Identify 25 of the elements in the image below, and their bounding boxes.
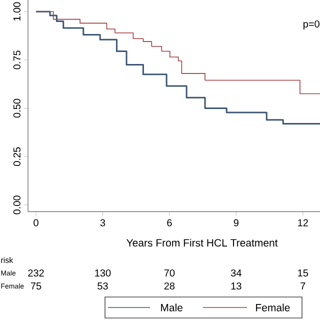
text: 28 [164, 282, 175, 290]
text: 53 [98, 282, 108, 290]
y-tick-label: 0.00 [13, 196, 20, 214]
x-tick-label: 3 [100, 219, 106, 226]
text: 15 [298, 270, 308, 276]
legend-label: Female [256, 304, 290, 312]
x-axis-title: Years From First HCL Treatment [126, 238, 278, 247]
x-tick-label: 9 [234, 219, 238, 226]
text: 75 [30, 282, 42, 290]
y-tick-label: 0.50 [13, 98, 20, 118]
text: 130 [95, 269, 111, 277]
y-tick-label: 1.00 [13, 2, 20, 21]
y-tick-label: 0.75 [13, 50, 20, 70]
text: risk [1, 257, 14, 263]
annotation: p=0 [303, 20, 320, 30]
x-tick-label: 12 [298, 219, 308, 226]
x-tick-label: 6 [167, 219, 172, 226]
text: 13 [231, 282, 242, 290]
text: 34 [230, 269, 242, 277]
y-tick-label: 0.25 [13, 147, 20, 166]
legend-label: Male [161, 304, 182, 312]
x-tick-label: 0 [34, 219, 38, 226]
text: 70 [164, 269, 175, 277]
text: 232 [28, 269, 44, 277]
text: 7 [300, 282, 306, 290]
